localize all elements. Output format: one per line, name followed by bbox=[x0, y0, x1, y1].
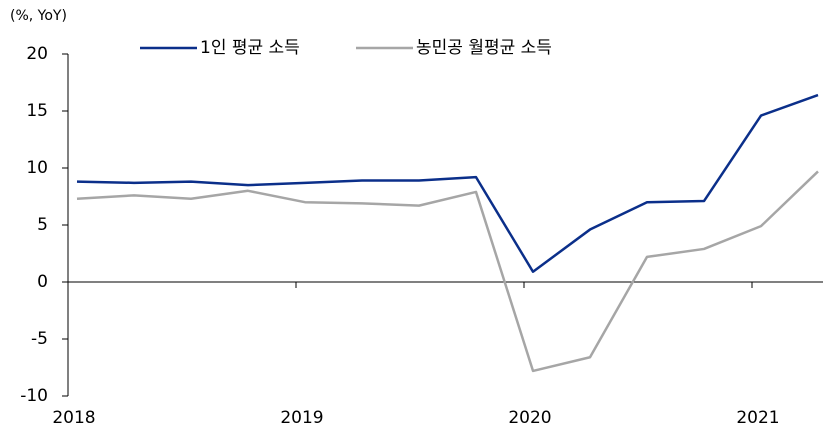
x-tick-label: 2019 bbox=[280, 408, 323, 428]
y-tick-label: 15 bbox=[26, 101, 48, 121]
unit-label: (%, YoY) bbox=[10, 8, 67, 24]
y-tick-label: -10 bbox=[20, 386, 48, 406]
y-tick-label: -5 bbox=[31, 329, 48, 349]
x-tick-label: 2020 bbox=[508, 408, 551, 428]
series-line bbox=[76, 170, 819, 373]
series-line bbox=[76, 93, 819, 273]
legend-label: 농민공 월평균 소득 bbox=[416, 38, 552, 58]
x-tick-label: 2018 bbox=[52, 408, 95, 428]
x-tick-label: 2021 bbox=[736, 408, 779, 428]
y-tick-label: 10 bbox=[26, 158, 48, 178]
legend-label: 1인 평균 소득 bbox=[200, 38, 300, 58]
y-tick-label: 20 bbox=[26, 44, 48, 64]
y-tick-label: 5 bbox=[37, 215, 48, 235]
y-tick-label: 0 bbox=[37, 272, 48, 292]
